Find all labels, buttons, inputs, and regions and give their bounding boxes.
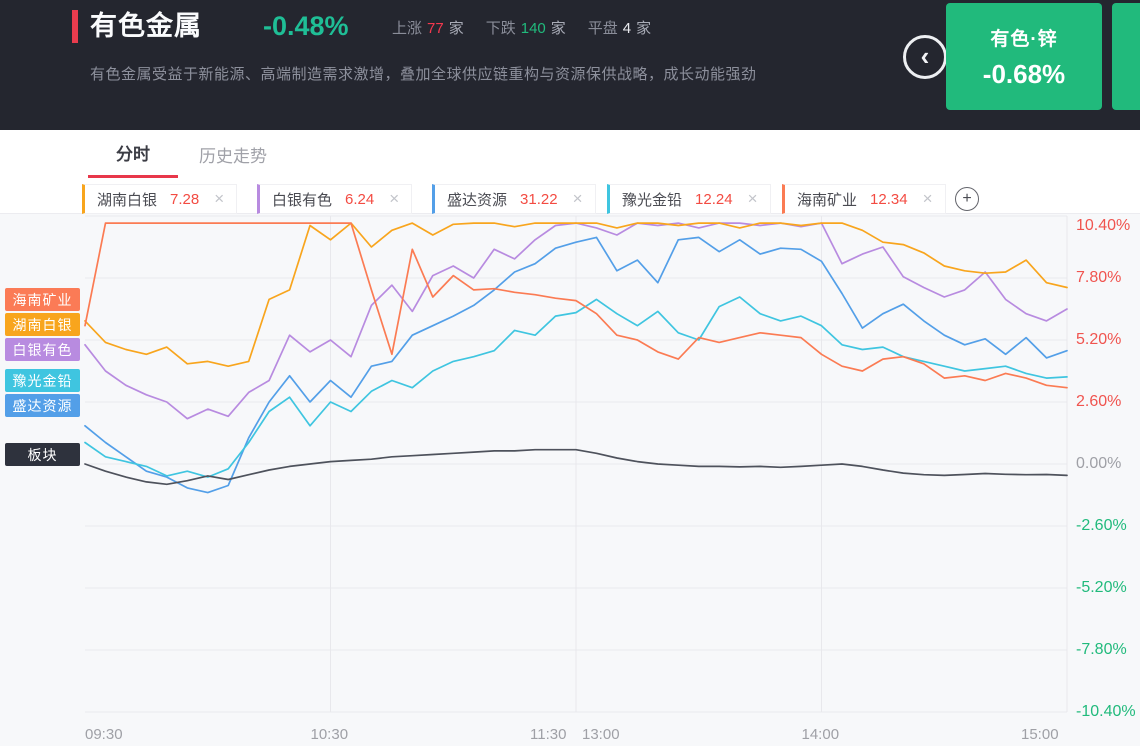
market-stats: 上涨 77 家下跌 140 家平盘 4 家 — [392, 13, 651, 41]
stock-price: 12.34 — [870, 190, 908, 208]
close-icon[interactable]: × — [572, 189, 583, 208]
x-tick-label: 14:00 — [801, 726, 840, 743]
tab-label: 分时 — [116, 145, 150, 164]
tab-label: 历史走势 — [199, 146, 267, 166]
stock-name: 湖南白银 — [97, 191, 158, 209]
page-title: 有色金属 — [90, 11, 202, 41]
stock-name: 海南矿业 — [797, 191, 858, 209]
watch-tag[interactable]: 湖南白银 7.28 × — [82, 184, 238, 214]
x-tick-label: 11:30 — [530, 726, 567, 743]
market-stat: 下跌 140 家 — [486, 17, 566, 38]
legend-badge[interactable]: 湖南白银 — [5, 313, 80, 336]
legend-badge[interactable]: 豫光金铅 — [5, 369, 80, 392]
card-name: 有色·锌 — [990, 28, 1058, 50]
y-tick-label: 5.20% — [1076, 330, 1122, 348]
y-tick-label: -7.80% — [1076, 641, 1127, 659]
stock-name: 白银有色 — [272, 191, 333, 209]
y-tick-label: -10.40% — [1076, 703, 1136, 721]
chart-area — [0, 214, 1140, 746]
x-tick-label: 15:00 — [1021, 726, 1059, 743]
close-icon[interactable]: × — [389, 189, 400, 208]
stat-unit: 家 — [448, 19, 464, 37]
plus-icon: + — [962, 190, 972, 207]
watch-tag[interactable]: 海南矿业 12.34 × — [782, 184, 946, 214]
close-icon[interactable]: × — [922, 189, 933, 208]
watch-tag[interactable]: 白银有色 6.24 × — [257, 184, 413, 214]
legend-badge[interactable]: 白银有色 — [5, 338, 80, 361]
stat-value: 77 — [427, 19, 444, 37]
card-change: -0.68% — [982, 58, 1066, 89]
sector-card-zinc[interactable]: 有色·锌 -0.68% — [946, 3, 1102, 110]
add-stock-button[interactable]: + — [955, 187, 979, 211]
stat-label: 平盘 — [587, 19, 618, 37]
legend-badge[interactable]: 海南矿业 — [5, 288, 80, 311]
stat-label: 下跌 — [485, 19, 516, 37]
y-tick-label: -2.60% — [1076, 517, 1127, 534]
title-accent-bar — [72, 10, 78, 43]
y-tick-label: -5.20% — [1076, 579, 1127, 597]
y-tick-label: 7.80% — [1076, 268, 1122, 286]
y-tick-label: 10.40% — [1076, 216, 1131, 234]
stock-price: 31.22 — [520, 190, 558, 208]
stock-price: 6.24 — [345, 190, 375, 208]
sector-header: 有色金属 -0.48% 上涨 77 家下跌 140 家平盘 4 家 有色金属受益于新能源、高… — [0, 0, 1140, 130]
sector-change: -0.48% — [263, 11, 349, 41]
close-icon[interactable]: × — [214, 189, 225, 208]
prev-card-button[interactable]: ‹ — [903, 35, 947, 79]
legend-badge[interactable]: 板块 — [5, 443, 80, 466]
market-stat: 上涨 77 家 — [392, 17, 464, 38]
y-tick-label: 0.00% — [1076, 455, 1122, 472]
market-stat: 平盘 4 家 — [588, 17, 651, 38]
tab-minute[interactable]: 分时 — [88, 130, 178, 178]
tab-history[interactable]: 历史走势 — [183, 130, 283, 178]
watchlist-bar: + 湖南白银 7.28 × 白银有色 6.24 × 盛达资源 31.22 × 豫光金铅 12.24 ×… — [0, 183, 1140, 214]
stat-label: 上涨 — [392, 19, 423, 37]
stat-unit: 家 — [550, 19, 566, 37]
x-tick-label: 10:30 — [310, 726, 349, 743]
stock-price: 12.24 — [695, 190, 733, 208]
stock-name: 豫光金铅 — [622, 191, 683, 209]
close-icon[interactable]: × — [747, 189, 758, 208]
chevron-left-icon: ‹ — [920, 40, 930, 71]
watch-tag[interactable]: 豫光金铅 12.24 × — [607, 184, 771, 214]
stat-value: 140 — [520, 19, 546, 37]
x-tick-label: 09:30 — [85, 726, 123, 743]
stock-name: 盛达资源 — [447, 191, 508, 209]
y-tick-label: 2.60% — [1076, 392, 1122, 410]
x-tick-label: 13:00 — [582, 726, 620, 743]
stat-value: 4 — [622, 19, 632, 37]
stat-unit: 家 — [636, 19, 652, 37]
legend-badge[interactable]: 盛达资源 — [5, 394, 80, 417]
sector-description: 有色金属受益于新能源、高端制造需求激增，叠加全球供应链重构与资源保供战略，成长动… — [90, 66, 757, 83]
view-tabs: 分时 历史走势 — [0, 130, 1140, 180]
stock-price: 7.28 — [170, 190, 200, 208]
watch-tag[interactable]: 盛达资源 31.22 × — [432, 184, 596, 214]
sector-card-partial[interactable] — [1112, 3, 1140, 110]
